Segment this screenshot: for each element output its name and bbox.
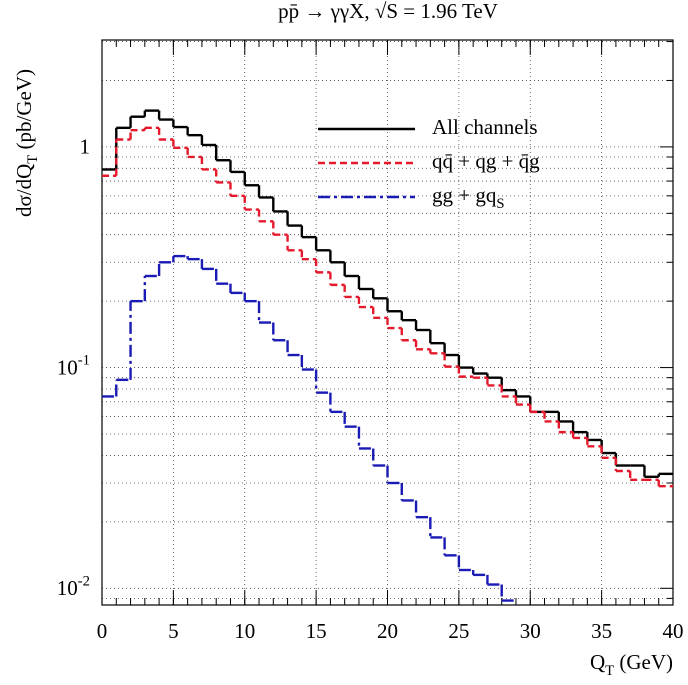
series [102, 254, 516, 602]
x-tick-label: 10 [234, 619, 255, 643]
y-axis-label: dσ/dQT (pb/GeV) [12, 69, 42, 217]
legend-label: All channels [432, 115, 538, 139]
x-tick-label: 35 [591, 619, 612, 643]
y-tick-label: 1 [80, 135, 91, 159]
legend-label: gg + gqS [432, 183, 505, 213]
series [102, 109, 673, 479]
x-tick-label: 40 [663, 619, 684, 643]
y-tick-label: 10-1 [57, 353, 90, 379]
x-tick-label: 20 [377, 619, 398, 643]
x-tick-label: 15 [306, 619, 327, 643]
legend-label: qq̄ + qg + q̄g [432, 149, 540, 173]
x-tick-label: 5 [168, 619, 179, 643]
x-tick-label: 30 [520, 619, 541, 643]
x-axis-label: QT (GeV) [590, 650, 673, 680]
y-tick-label: 10-2 [57, 574, 90, 600]
chart-title: pp̄ → γγX, √S = 1.96 TeV [278, 0, 498, 23]
x-tick-label: 25 [448, 619, 469, 643]
plot-frame [101, 39, 674, 606]
series [102, 126, 673, 488]
x-tick-label: 0 [97, 619, 108, 643]
